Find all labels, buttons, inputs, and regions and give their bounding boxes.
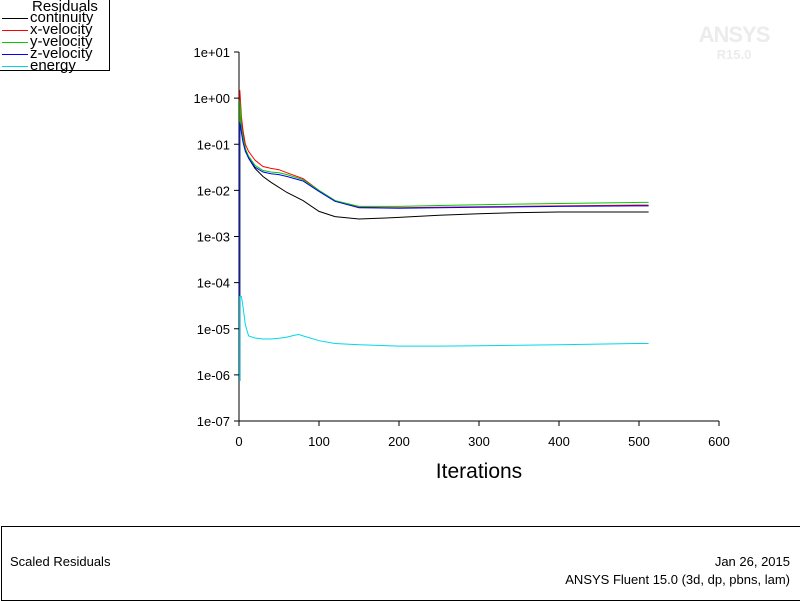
solver-version: ANSYS Fluent 15.0 (3d, dp, pbns, lam) <box>565 572 790 587</box>
y-tick-label: 1e-03 <box>197 230 230 245</box>
legend-label: x-velocity <box>30 21 93 38</box>
x-tick-label: 100 <box>308 434 330 449</box>
legend-item-x-velocity: x-velocity <box>0 21 109 38</box>
series-lines <box>239 89 649 381</box>
legend-swatch <box>2 42 28 43</box>
x-axis-label: Iterations <box>436 460 522 483</box>
legend-label: energy <box>30 57 76 74</box>
y-tick-label: 1e-05 <box>197 322 230 337</box>
legend: Residuals continuity x-velocity y-veloci… <box>0 0 110 74</box>
legend-label: z-velocity <box>30 45 93 62</box>
x-tick-label: 500 <box>628 434 650 449</box>
series-line-y-velocity <box>239 100 649 381</box>
y-tick-label: 1e-01 <box>197 137 230 152</box>
ansys-watermark-logo: ANSYS R15.0 <box>694 22 774 65</box>
y-tick-label: 1e-07 <box>197 414 230 429</box>
series-line-z-velocity <box>239 122 649 381</box>
x-tick-label: 300 <box>468 434 490 449</box>
series-line-continuity <box>239 98 649 381</box>
legend-item-y-velocity: y-velocity <box>0 33 109 50</box>
y-tick-label: 1e+01 <box>193 45 230 60</box>
x-tick-label: 0 <box>235 434 242 449</box>
axis-ticks: 0 100 200 300 400 500 600 1e-07 1e-06 1e-05 1e-04 1… <box>193 45 729 449</box>
legend-swatch <box>2 18 28 19</box>
y-tick-label: 1e-02 <box>197 183 230 198</box>
legend-title-row: Residuals <box>0 0 109 15</box>
x-tick-label: 600 <box>708 434 730 449</box>
legend-swatch <box>2 30 28 31</box>
y-tick-label: 1e+00 <box>193 91 230 106</box>
legend-label: y-velocity <box>30 33 93 50</box>
series-line-x-velocity <box>239 89 649 381</box>
legend-item-z-velocity: z-velocity <box>0 45 109 62</box>
x-tick-label: 400 <box>548 434 570 449</box>
legend-item-energy: energy <box>0 57 109 74</box>
legend-title: Residuals <box>32 0 98 15</box>
legend-swatch <box>2 66 28 67</box>
legend-swatch <box>2 54 28 55</box>
legend-label: continuity <box>30 9 94 26</box>
watermark-line2: R15.0 <box>716 47 752 62</box>
x-tick-label: 200 <box>388 434 410 449</box>
y-tick-label: 1e-04 <box>197 276 230 291</box>
watermark-line1: ANSYS <box>698 22 771 47</box>
plot-title: Scaled Residuals <box>10 554 111 569</box>
plot-date: Jan 26, 2015 <box>714 554 790 569</box>
series-line-energy <box>239 296 649 381</box>
plot-footer: Scaled Residuals Jan 26, 2015 ANSYS Flue… <box>1 526 800 601</box>
y-tick-label: 1e-06 <box>197 368 230 383</box>
legend-item-continuity: continuity <box>0 9 109 26</box>
